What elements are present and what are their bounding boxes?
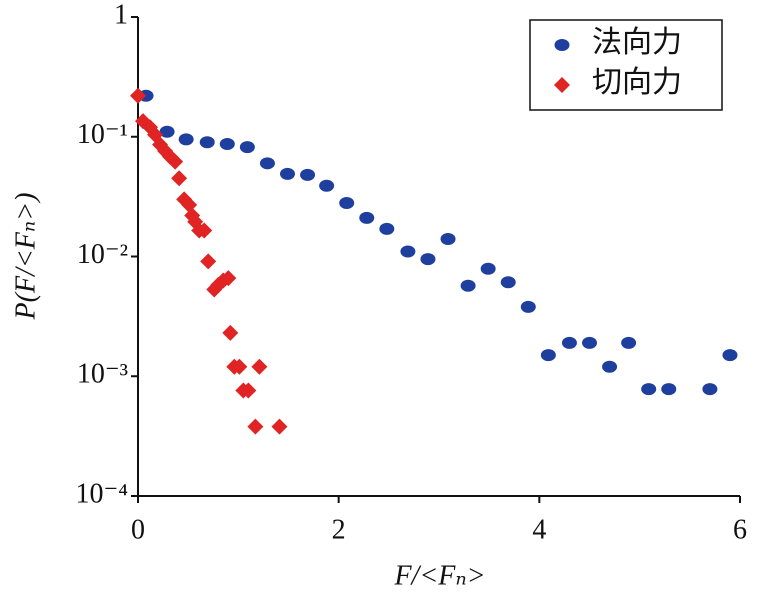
circle-point	[199, 136, 215, 149]
diamond-point	[130, 87, 146, 104]
diamond-point	[554, 77, 570, 93]
circle-point	[520, 300, 536, 313]
circle-point	[582, 336, 597, 349]
circle-point	[460, 279, 476, 292]
diamond-point	[200, 253, 217, 270]
circle-point	[319, 179, 335, 192]
circle-point	[239, 141, 255, 154]
x-tick-label: 2	[332, 514, 346, 545]
diamond-point	[220, 270, 237, 287]
circle-point	[400, 245, 416, 258]
diamond-point	[240, 382, 257, 399]
diamond-point	[171, 170, 188, 187]
diamond-point	[271, 418, 288, 435]
diamond-point	[231, 358, 248, 375]
circle-point	[159, 125, 175, 138]
x-axis-label: F/<Fₙ>	[393, 560, 485, 591]
diamond-point	[222, 324, 239, 341]
circle-point	[359, 211, 375, 224]
y-tick-label: 10⁻¹	[77, 119, 128, 150]
circle-point	[379, 222, 395, 235]
circle-point	[339, 196, 355, 209]
legend-box	[529, 19, 723, 111]
circle-point	[279, 167, 295, 180]
circle-point	[219, 137, 235, 150]
x-tick-label: 4	[532, 514, 546, 545]
circle-point	[561, 336, 577, 349]
circle-point	[641, 383, 657, 396]
circle-point	[500, 276, 516, 289]
circle-point	[259, 157, 275, 170]
x-tick-label: 6	[733, 514, 747, 545]
circle-point	[440, 233, 456, 246]
diamond-point	[247, 418, 264, 435]
circle-point	[722, 349, 738, 362]
circle-point	[702, 383, 718, 396]
legend-label: 切向力	[592, 66, 682, 99]
circle-point	[178, 133, 194, 146]
diamond-point	[167, 153, 184, 170]
circle-point	[554, 39, 570, 51]
diamond-point	[251, 358, 268, 375]
circle-point	[621, 336, 637, 349]
diamond-point	[142, 119, 159, 136]
legend-label: 法向力	[592, 26, 682, 59]
diamond-point	[196, 222, 213, 239]
circle-point	[661, 383, 677, 396]
x-tick-label: 0	[131, 514, 145, 545]
circle-point	[602, 360, 618, 373]
y-tick-label: 10⁻²	[77, 239, 128, 270]
y-tick-label: 1	[114, 0, 128, 30]
circle-point	[420, 253, 436, 266]
y-axis-label: P(F/<Fₙ>)	[10, 193, 41, 321]
y-tick-label: 10⁻⁴	[75, 478, 128, 509]
circle-point	[540, 349, 556, 362]
y-tick-label: 10⁻³	[77, 359, 128, 390]
circle-point	[300, 168, 316, 181]
circle-point	[480, 262, 496, 275]
